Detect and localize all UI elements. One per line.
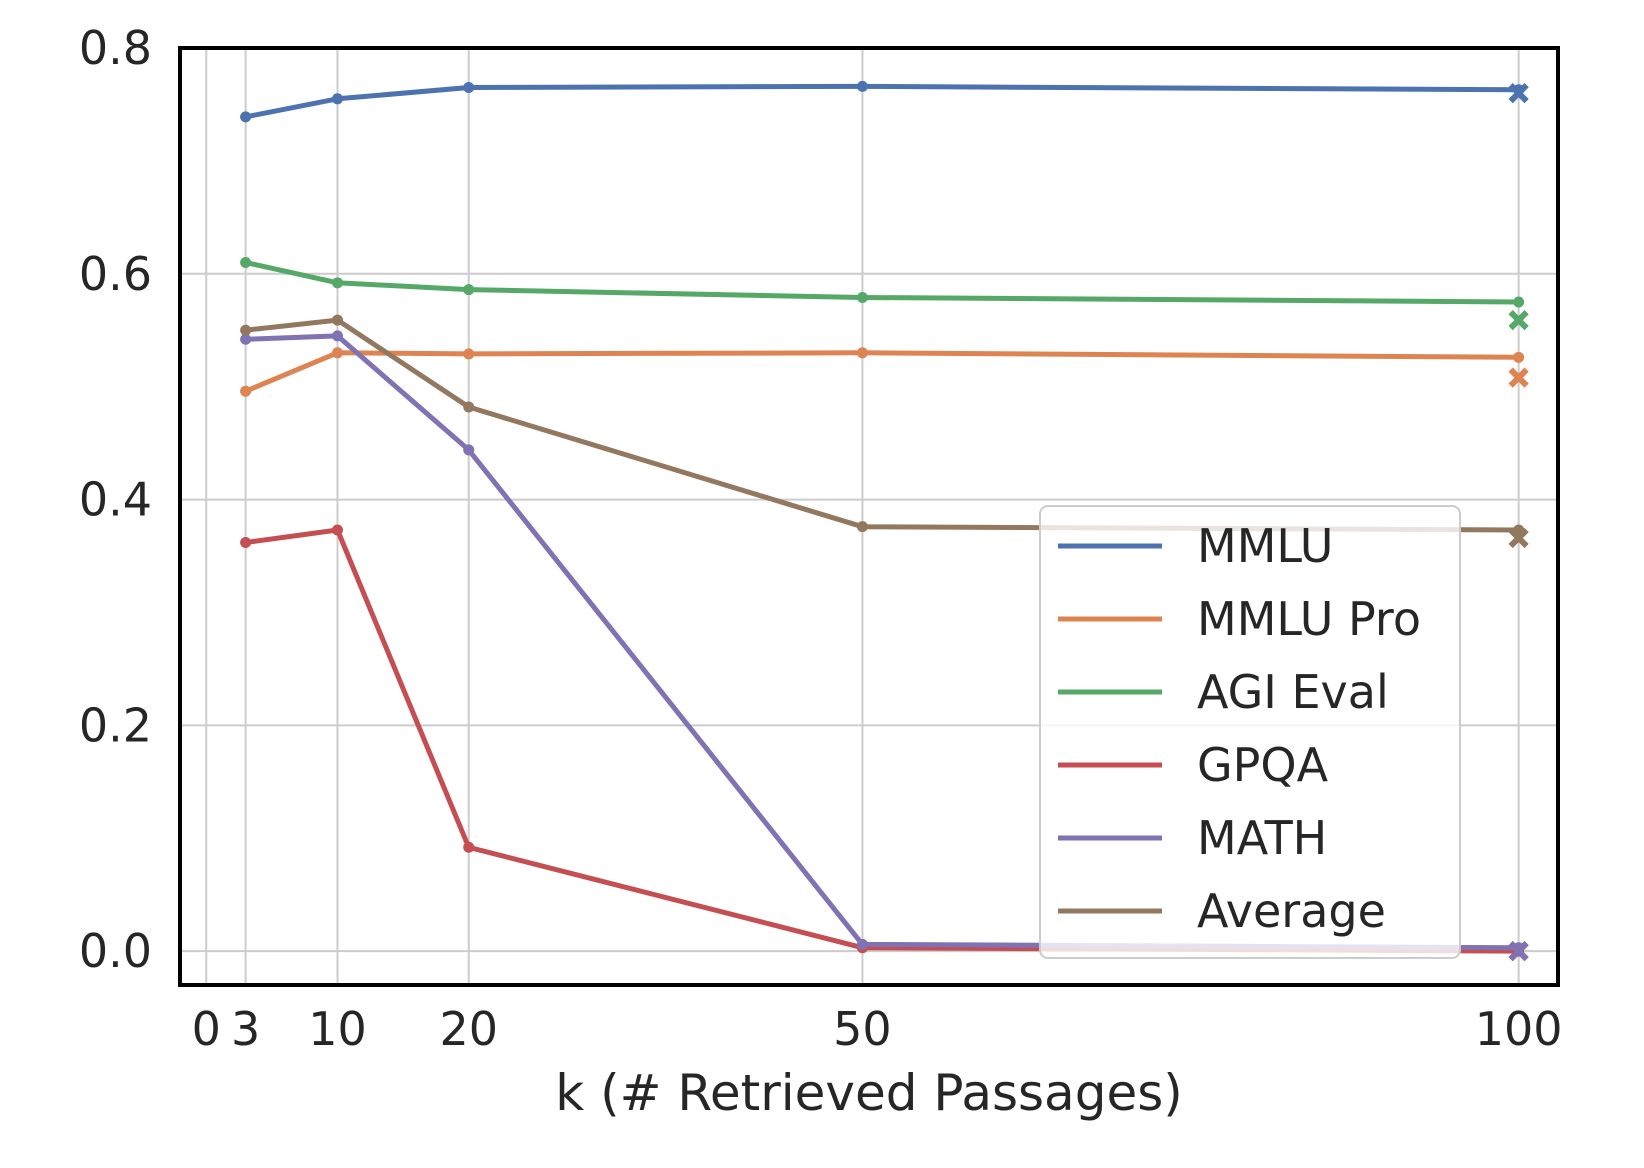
legend-item: MMLU Pro bbox=[1058, 592, 1421, 646]
x-marker-stroke bbox=[1508, 367, 1529, 388]
x-axis-label: k (# Retrieved Passages) bbox=[555, 1064, 1183, 1122]
y-tick-label: 0.4 bbox=[79, 473, 152, 527]
data-point bbox=[463, 348, 475, 360]
y-tick-label: 0.0 bbox=[79, 924, 152, 978]
data-point bbox=[856, 80, 868, 92]
x-marker bbox=[1508, 367, 1529, 388]
legend-label: MATH bbox=[1197, 811, 1327, 865]
data-point bbox=[240, 385, 252, 397]
legend-label: Average bbox=[1197, 884, 1386, 938]
x-marker-stroke bbox=[1508, 83, 1529, 104]
legend-item: AGI Eval bbox=[1058, 665, 1389, 719]
y-tick-labels: 0.0 0.2 0.4 0.6 0.8 bbox=[79, 21, 152, 978]
legend-item: GPQA bbox=[1058, 738, 1329, 792]
series-mmlu bbox=[240, 80, 1529, 123]
x-tick-label: 0 bbox=[192, 1002, 221, 1056]
plot-frame bbox=[178, 46, 1560, 987]
legend-label: GPQA bbox=[1197, 738, 1329, 792]
series-line bbox=[245, 83, 1519, 120]
data-point bbox=[856, 291, 868, 303]
data-point bbox=[463, 401, 475, 413]
data-point bbox=[463, 284, 475, 296]
x-marker bbox=[1508, 527, 1529, 549]
x-tick-label: 3 bbox=[231, 1002, 260, 1056]
y-tick-label: 0.6 bbox=[79, 247, 152, 301]
data-point bbox=[240, 333, 252, 345]
data-point bbox=[331, 330, 343, 342]
x-tick-label: 10 bbox=[308, 1002, 367, 1056]
data-point bbox=[240, 324, 252, 336]
data-point bbox=[856, 938, 868, 950]
data-point bbox=[240, 536, 252, 548]
series-agi-eval bbox=[240, 256, 1529, 331]
data-point bbox=[463, 444, 475, 456]
data-point bbox=[1513, 351, 1525, 363]
legend-item: Average bbox=[1058, 884, 1386, 938]
data-point bbox=[240, 256, 252, 268]
data-point bbox=[331, 347, 343, 359]
data-point bbox=[463, 841, 475, 853]
data-point bbox=[463, 82, 475, 94]
data-point bbox=[331, 93, 343, 105]
x-tick-label: 100 bbox=[1475, 1002, 1563, 1056]
data-point bbox=[856, 521, 868, 533]
legend-label: AGI Eval bbox=[1197, 665, 1389, 719]
x-marker-stroke bbox=[1508, 527, 1529, 549]
x-marker bbox=[1508, 83, 1529, 104]
legend-label: MMLU Pro bbox=[1197, 592, 1421, 646]
y-tick-label: 0.2 bbox=[79, 698, 152, 752]
legend-item: MATH bbox=[1058, 811, 1327, 865]
data-point bbox=[856, 347, 868, 359]
x-tick-label: 50 bbox=[833, 1002, 892, 1056]
y-tick-label: 0.8 bbox=[79, 21, 152, 75]
series-line bbox=[245, 260, 1519, 305]
x-tick-labels: 0 3 10 20 50 100 bbox=[192, 1002, 1563, 1056]
x-marker-stroke bbox=[1508, 309, 1529, 331]
data-point bbox=[331, 314, 343, 326]
x-marker-stroke bbox=[1508, 941, 1529, 962]
series-mmlu-pro bbox=[240, 347, 1529, 397]
data-point bbox=[1513, 296, 1525, 308]
data-point bbox=[331, 524, 343, 536]
x-tick-label: 20 bbox=[439, 1002, 498, 1056]
x-marker bbox=[1508, 309, 1529, 331]
data-point bbox=[331, 277, 343, 289]
data-point bbox=[240, 111, 252, 123]
legend: MMLU MMLU Pro AGI Eval GPQA MATH Average bbox=[1039, 505, 1461, 959]
legend-item: MMLU bbox=[1058, 519, 1333, 573]
x-marker bbox=[1508, 941, 1529, 962]
legend-label: MMLU bbox=[1197, 519, 1333, 573]
